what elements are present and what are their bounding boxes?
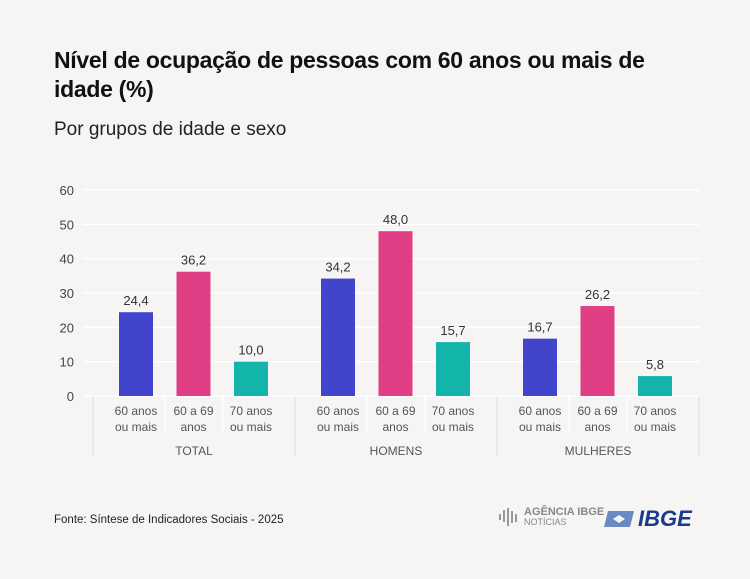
chart-title: Nível de ocupação de pessoas com 60 anos… bbox=[54, 47, 645, 102]
category-label: 60 a 69 bbox=[375, 404, 415, 418]
category-label: 60 a 69 bbox=[577, 404, 617, 418]
agencia-logo-subtext: NOTÍCIAS bbox=[524, 517, 567, 527]
data-label: 48,0 bbox=[383, 212, 408, 227]
category-label: ou mais bbox=[519, 420, 561, 434]
chart-subtitle: Por grupos de idade e sexo bbox=[54, 119, 287, 140]
group-label: HOMENS bbox=[370, 444, 423, 458]
category-label: ou mais bbox=[432, 420, 474, 434]
y-tick-label: 40 bbox=[60, 252, 74, 267]
bar-0-2 bbox=[234, 361, 268, 396]
ibge-logo-text: IBGE bbox=[638, 506, 692, 531]
agencia-ibge-logo: AGÊNCIA IBGE NOTÍCIAS bbox=[498, 506, 604, 528]
data-label: 24,4 bbox=[123, 293, 148, 308]
category-label: ou mais bbox=[317, 420, 359, 434]
category-label: 70 anos bbox=[432, 404, 475, 418]
source-note: Fonte: Síntese de Indicadores Sociais - … bbox=[54, 514, 284, 526]
bar-2-0 bbox=[523, 338, 557, 396]
category-label: 60 anos bbox=[115, 404, 158, 418]
bar-0-1 bbox=[176, 271, 211, 396]
bar-2-2 bbox=[638, 376, 672, 396]
data-label: 5,8 bbox=[646, 357, 664, 372]
data-label: 36,2 bbox=[181, 253, 206, 268]
category-label: anos bbox=[382, 420, 408, 434]
y-tick-label: 20 bbox=[60, 320, 74, 335]
data-label: 16,7 bbox=[527, 320, 552, 335]
y-tick-label: 30 bbox=[60, 286, 74, 301]
ibge-logo-icon bbox=[604, 511, 634, 527]
category-label: 70 anos bbox=[634, 404, 677, 418]
data-label: 34,2 bbox=[325, 260, 350, 275]
category-label: ou mais bbox=[115, 420, 157, 434]
ibge-logo: IBGE bbox=[604, 506, 692, 532]
data-label: 10,0 bbox=[238, 343, 263, 358]
y-tick-label: 50 bbox=[60, 217, 74, 232]
bar-2-1 bbox=[580, 306, 615, 396]
bar-0-0 bbox=[119, 312, 153, 396]
category-label: ou mais bbox=[230, 420, 272, 434]
bar-1-2 bbox=[436, 342, 470, 396]
group-label: MULHERES bbox=[565, 444, 632, 458]
y-tick-label: 10 bbox=[60, 355, 74, 370]
category-label: 60 anos bbox=[519, 404, 562, 418]
data-label: 15,7 bbox=[440, 323, 465, 338]
group-label: TOTAL bbox=[175, 444, 213, 458]
category-label: 70 anos bbox=[230, 404, 273, 418]
category-label: 60 a 69 bbox=[173, 404, 213, 418]
data-label: 26,2 bbox=[585, 287, 610, 302]
y-tick-label: 60 bbox=[60, 183, 74, 198]
category-label: ou mais bbox=[634, 420, 676, 434]
agencia-logo-icon bbox=[499, 508, 517, 526]
agencia-logo-text: AGÊNCIA IBGE bbox=[524, 506, 605, 518]
category-label: 60 anos bbox=[317, 404, 360, 418]
bar-1-0 bbox=[321, 278, 355, 396]
bar-1-1 bbox=[378, 231, 413, 396]
category-label: anos bbox=[584, 420, 610, 434]
category-label: anos bbox=[180, 420, 206, 434]
y-tick-label: 0 bbox=[67, 389, 74, 404]
